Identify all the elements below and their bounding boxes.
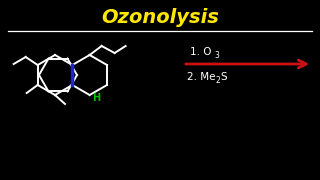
Text: S: S [220,72,227,82]
Text: 1. O: 1. O [190,47,212,57]
Text: H: H [92,93,101,103]
Text: 3: 3 [214,51,219,60]
Text: Ozonolysis: Ozonolysis [101,8,219,26]
Text: 2: 2 [215,75,220,84]
Text: 2. Me: 2. Me [187,72,215,82]
